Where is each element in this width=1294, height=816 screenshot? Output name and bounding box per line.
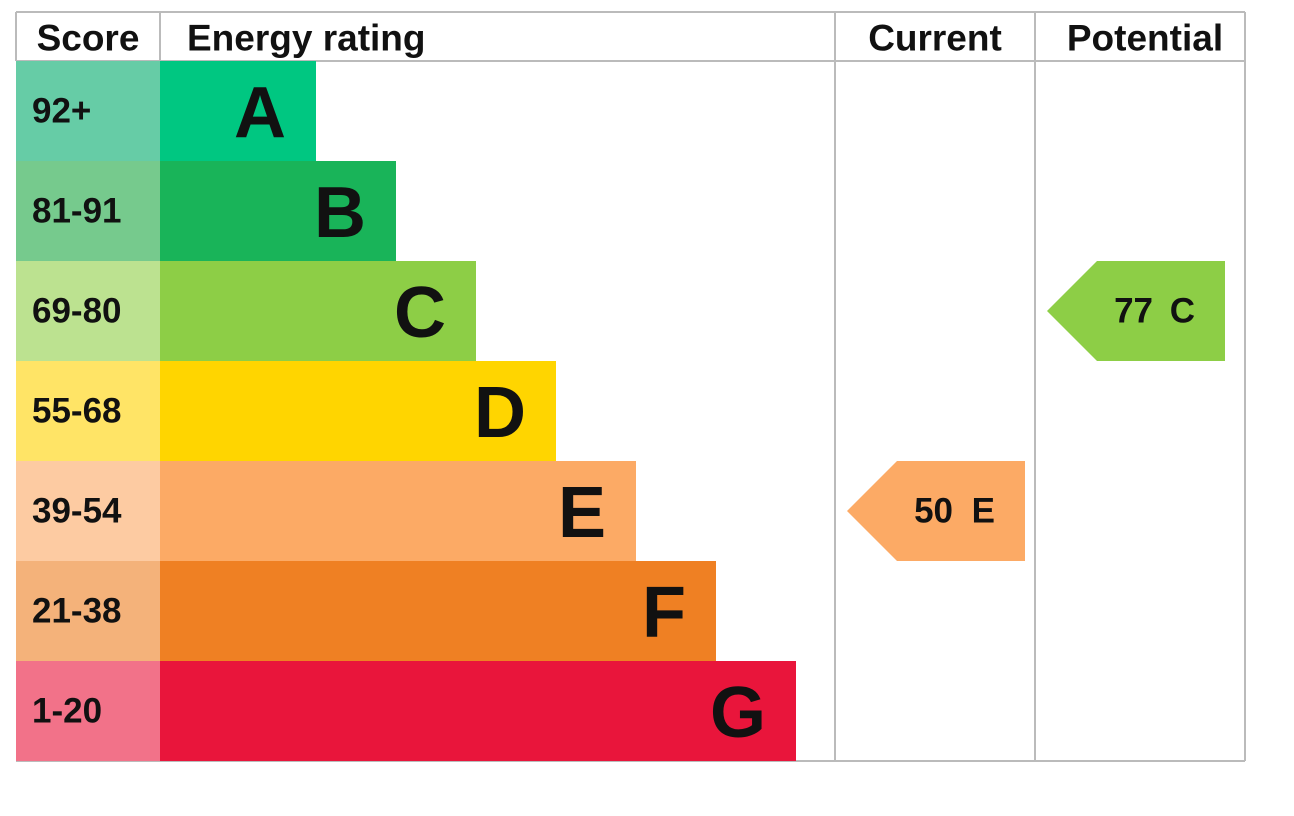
rating-bar [160,61,316,161]
score-label: 92+ [32,92,91,131]
header-potential: Potential [1067,18,1223,59]
header-rating: Energy rating [187,18,426,59]
potential-score: 77 [1114,292,1153,331]
current-arrow [847,461,1025,561]
rating-letter: A [234,73,286,153]
score-cell [16,261,160,361]
rating-bar [160,361,556,461]
rating-bar [160,661,796,761]
rating-letter: B [314,173,366,253]
rating-bar [160,261,476,361]
score-label: 69-80 [32,292,122,331]
potential-arrow [1047,261,1225,361]
score-cell [16,61,160,161]
rating-bar [160,561,716,661]
rating-letter: E [558,473,606,553]
rating-letter: G [710,673,766,753]
score-cell [16,561,160,661]
score-cell [16,361,160,461]
score-label: 1-20 [32,692,102,731]
score-cell [16,161,160,261]
header-current: Current [868,18,1002,59]
score-label: 21-38 [32,592,122,631]
rating-bar [160,161,396,261]
score-cell [16,461,160,561]
current-score: 50 [914,492,953,531]
score-cell [16,661,160,761]
current-rating: E [972,492,995,531]
rating-bar [160,461,636,561]
potential-rating: C [1170,292,1195,331]
rating-letter: F [642,573,686,653]
rating-letter: C [394,273,446,353]
score-label: 39-54 [32,492,122,531]
score-label: 81-91 [32,192,122,231]
rating-letter: D [474,373,526,453]
header-score: Score [37,18,140,59]
score-label: 55-68 [32,392,122,431]
